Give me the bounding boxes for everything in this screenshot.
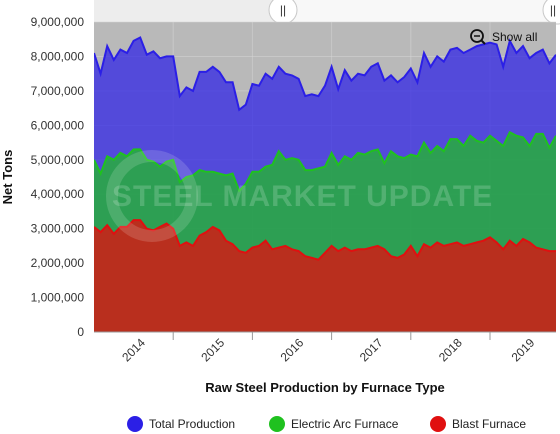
legend: Total Production Electric Arc Furnace Blas…: [127, 416, 526, 432]
y-tick-label: 0: [77, 325, 84, 339]
y-tick-label: 1,000,000: [31, 291, 85, 305]
x-tick-label: 2015: [198, 335, 227, 364]
y-tick-label: 7,000,000: [31, 84, 85, 98]
y-tick-label: 8,000,000: [31, 49, 85, 63]
x-axis-title: Raw Steel Production by Furnace Type: [205, 380, 445, 395]
legend-label[interactable]: Blast Furnace: [452, 417, 526, 431]
y-tick-label: 9,000,000: [31, 15, 85, 29]
navigator-selected-range[interactable]: [282, 0, 556, 22]
watermark: STEEL MARKET UPDATE: [106, 150, 493, 242]
y-axis-title: Net Tons: [0, 150, 15, 205]
y-tick-label: 3,000,000: [31, 222, 85, 236]
show-all-label: Show all: [492, 30, 537, 44]
x-tick-label: 2016: [278, 335, 307, 364]
series-line-total-production: [94, 36, 556, 112]
legend-marker: [127, 416, 143, 432]
legend-marker: [430, 416, 446, 432]
watermark-text: STEEL MARKET UPDATE: [112, 180, 493, 213]
series-line-electric-arc-furnace: [94, 130, 556, 193]
series-line-blast-furnace: [94, 219, 556, 261]
x-tick-label: 2017: [357, 335, 386, 364]
x-tick-label: 2019: [509, 335, 538, 364]
legend-marker: [269, 416, 285, 432]
x-axis: 2014 2015 2016 2017 2018 2019: [119, 332, 538, 364]
y-tick-label: 6,000,000: [31, 118, 85, 132]
x-tick-label: 2018: [436, 335, 465, 364]
show-all-button[interactable]: Show all: [470, 29, 537, 45]
navigator-right-handle[interactable]: [542, 0, 560, 25]
navigator-right-handle-grip: ||: [550, 3, 556, 17]
navigator-left-handle-grip: ||: [280, 3, 286, 17]
legend-label[interactable]: Electric Arc Furnace: [291, 417, 399, 431]
zoom-out-icon: [470, 29, 484, 43]
y-axis: 0 1,000,000 2,000,000 3,000,000 4,000,000 5,0…: [31, 15, 85, 339]
legend-label[interactable]: Total Production: [149, 417, 235, 431]
y-tick-label: 4,000,000: [31, 187, 85, 201]
series-area-blast-furnace: [94, 220, 556, 332]
y-tick-label: 2,000,000: [31, 256, 85, 270]
y-tick-label: 5,000,000: [31, 153, 85, 167]
x-tick-label: 2014: [119, 335, 148, 364]
